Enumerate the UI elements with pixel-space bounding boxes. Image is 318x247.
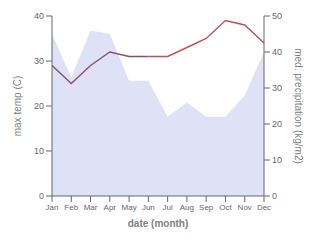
svg-text:Jun: Jun [142, 203, 155, 212]
svg-text:date (month): date (month) [128, 218, 189, 229]
svg-text:10: 10 [34, 146, 44, 156]
svg-text:Oct: Oct [219, 203, 232, 212]
svg-text:0: 0 [272, 191, 277, 201]
svg-text:40: 40 [34, 11, 44, 21]
svg-text:Aug: Aug [180, 203, 194, 212]
svg-text:10: 10 [272, 155, 282, 165]
svg-text:0: 0 [39, 191, 44, 201]
svg-text:May: May [122, 203, 137, 212]
svg-text:20: 20 [272, 119, 282, 129]
svg-text:Feb: Feb [64, 203, 78, 212]
svg-text:20: 20 [34, 101, 44, 111]
svg-text:Sep: Sep [199, 203, 214, 212]
svg-text:med. precipitation (kg/m2): med. precipitation (kg/m2) [293, 48, 304, 164]
svg-text:Nov: Nov [238, 203, 252, 212]
svg-text:30: 30 [34, 56, 44, 66]
svg-text:Mar: Mar [84, 203, 98, 212]
svg-text:50: 50 [272, 11, 282, 21]
svg-text:30: 30 [272, 83, 282, 93]
svg-text:max temp (C): max temp (C) [12, 76, 23, 137]
svg-text:Jan: Jan [46, 203, 59, 212]
svg-text:40: 40 [272, 47, 282, 57]
svg-text:Jul: Jul [163, 203, 173, 212]
svg-text:Dec: Dec [257, 203, 271, 212]
svg-text:Apr: Apr [104, 203, 117, 212]
